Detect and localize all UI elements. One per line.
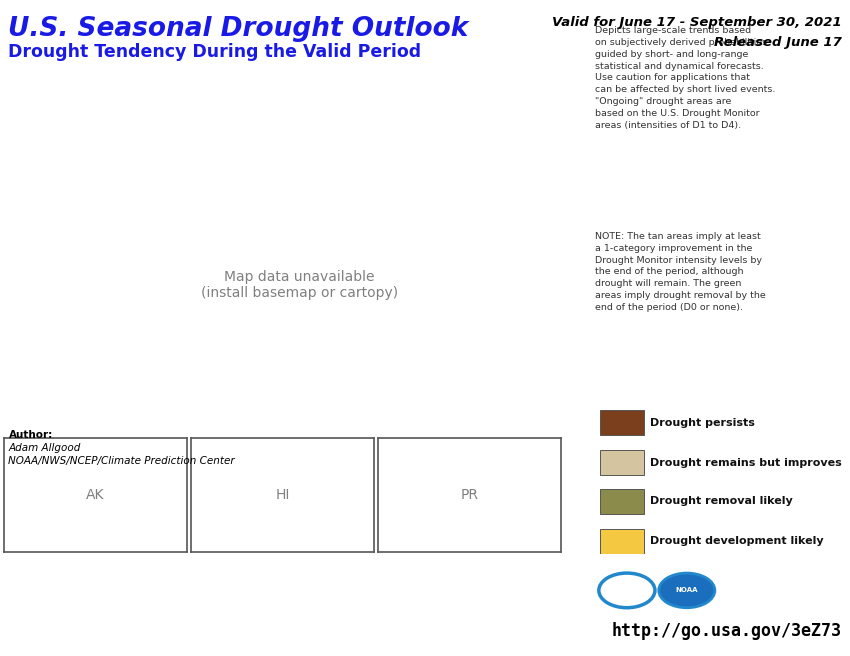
- Text: Drought Tendency During the Valid Period: Drought Tendency During the Valid Period: [8, 43, 422, 60]
- Text: Adam Allgood: Adam Allgood: [8, 443, 81, 453]
- Text: AK: AK: [87, 488, 105, 502]
- Circle shape: [659, 573, 715, 607]
- Bar: [600, 529, 644, 554]
- Text: Drought remains but improves: Drought remains but improves: [650, 458, 842, 468]
- Bar: [600, 489, 644, 514]
- Bar: [600, 450, 644, 475]
- Text: PR: PR: [461, 488, 479, 502]
- Text: Valid for June 17 - September 30, 2021: Valid for June 17 - September 30, 2021: [552, 16, 842, 30]
- Text: HI: HI: [275, 488, 290, 502]
- Text: NOAA/NWS/NCEP/Climate Prediction Center: NOAA/NWS/NCEP/Climate Prediction Center: [8, 456, 235, 466]
- Text: Drought development likely: Drought development likely: [650, 537, 824, 546]
- Text: http://go.usa.gov/3eZ73: http://go.usa.gov/3eZ73: [611, 622, 842, 640]
- Text: Drought removal likely: Drought removal likely: [650, 497, 793, 506]
- Text: Author:: Author:: [8, 430, 53, 440]
- Text: Depicts large-scale trends based
on subjectively derived probabilities
guided by: Depicts large-scale trends based on subj…: [595, 26, 775, 130]
- Text: U.S. Seasonal Drought Outlook: U.S. Seasonal Drought Outlook: [8, 16, 468, 43]
- Text: NOAA: NOAA: [676, 587, 698, 594]
- Text: Drought persists: Drought persists: [650, 417, 755, 428]
- Circle shape: [598, 573, 654, 607]
- Text: NOTE: The tan areas imply at least
a 1-category improvement in the
Drought Monit: NOTE: The tan areas imply at least a 1-c…: [595, 232, 766, 312]
- Bar: [600, 410, 644, 435]
- Text: Map data unavailable
(install basemap or cartopy): Map data unavailable (install basemap or…: [201, 270, 398, 300]
- Text: Released June 17: Released June 17: [714, 36, 842, 49]
